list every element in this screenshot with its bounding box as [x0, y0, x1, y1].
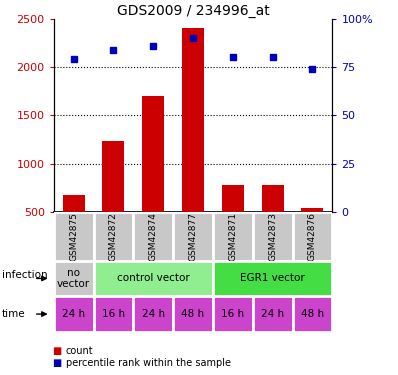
- Text: 24 h: 24 h: [62, 309, 85, 319]
- Bar: [293, 212, 332, 261]
- Bar: [54, 261, 94, 296]
- Text: GSM42875: GSM42875: [69, 212, 78, 261]
- Text: GSM42876: GSM42876: [308, 212, 317, 261]
- Bar: [301, 208, 323, 212]
- Text: time: time: [2, 309, 25, 319]
- Bar: [63, 195, 84, 212]
- Text: GSM42872: GSM42872: [109, 212, 118, 261]
- Bar: [261, 185, 283, 212]
- Bar: [102, 141, 124, 212]
- Bar: [54, 296, 94, 332]
- Text: EGR1 vector: EGR1 vector: [240, 273, 305, 284]
- Text: control vector: control vector: [117, 273, 189, 284]
- Bar: [133, 296, 173, 332]
- Text: GSM42877: GSM42877: [189, 212, 197, 261]
- Bar: [253, 296, 293, 332]
- Text: 48 h: 48 h: [301, 309, 324, 319]
- Bar: [94, 296, 133, 332]
- Bar: [133, 212, 173, 261]
- Text: 16 h: 16 h: [102, 309, 125, 319]
- Text: GSM42874: GSM42874: [149, 212, 158, 261]
- Bar: [54, 212, 94, 261]
- Bar: [253, 212, 293, 261]
- Bar: [213, 261, 332, 296]
- Bar: [142, 96, 164, 212]
- Bar: [173, 296, 213, 332]
- Text: percentile rank within the sample: percentile rank within the sample: [66, 358, 231, 368]
- Text: ■: ■: [52, 358, 61, 368]
- Bar: [293, 296, 332, 332]
- Text: 16 h: 16 h: [221, 309, 244, 319]
- Title: GDS2009 / 234996_at: GDS2009 / 234996_at: [117, 4, 269, 18]
- Bar: [213, 296, 253, 332]
- Text: count: count: [66, 346, 93, 355]
- Text: 24 h: 24 h: [142, 309, 165, 319]
- Text: 24 h: 24 h: [261, 309, 284, 319]
- Text: 48 h: 48 h: [181, 309, 205, 319]
- Text: infection: infection: [2, 270, 48, 280]
- Bar: [222, 185, 244, 212]
- Bar: [182, 28, 204, 212]
- Text: no
vector: no vector: [57, 268, 90, 289]
- Text: GSM42873: GSM42873: [268, 212, 277, 261]
- Bar: [94, 261, 213, 296]
- Bar: [94, 212, 133, 261]
- Bar: [213, 212, 253, 261]
- Bar: [173, 212, 213, 261]
- Text: ■: ■: [52, 346, 61, 355]
- Text: GSM42871: GSM42871: [228, 212, 237, 261]
